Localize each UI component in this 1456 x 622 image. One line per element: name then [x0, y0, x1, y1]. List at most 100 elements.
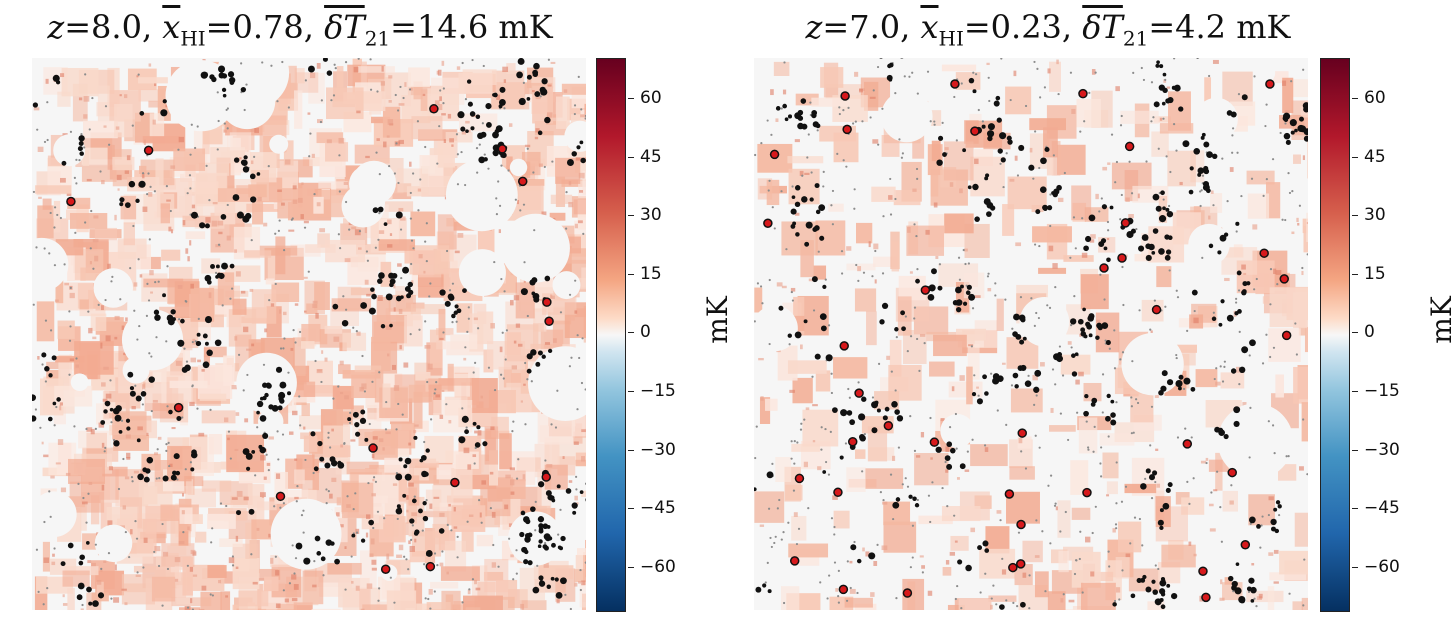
grey-halo: [320, 99, 323, 102]
red-halo: [1099, 263, 1109, 273]
filament: [984, 447, 989, 452]
grey-halo: [1135, 398, 1138, 401]
neutral-patch: [458, 72, 493, 94]
grey-halo: [500, 164, 503, 167]
grey-halo: [471, 578, 475, 581]
neutral-patch: [549, 212, 566, 221]
black-halo: [538, 523, 544, 529]
black-halo: [1083, 245, 1089, 252]
filament: [964, 469, 970, 472]
black-halo: [803, 319, 808, 324]
grey-halo: [824, 460, 828, 464]
filament: [100, 305, 104, 311]
tick-label: −45: [628, 498, 676, 518]
grey-halo: [909, 335, 913, 338]
grey-halo: [395, 428, 398, 431]
black-halo: [822, 284, 827, 289]
grey-halo: [229, 457, 232, 460]
grey-halo: [329, 446, 332, 449]
grey-halo: [426, 380, 429, 384]
filament: [275, 570, 280, 576]
filament: [1229, 167, 1234, 172]
grey-halo: [837, 569, 840, 572]
grey-halo: [495, 197, 498, 200]
neutral-patch: [420, 89, 428, 111]
grey-halo: [433, 590, 436, 593]
filament: [892, 455, 896, 461]
black-halo: [204, 223, 210, 229]
grey-halo: [226, 107, 229, 110]
black-halo: [202, 333, 208, 339]
black-halo: [1162, 502, 1170, 510]
grey-halo: [69, 130, 73, 133]
grey-halo: [782, 601, 786, 605]
red-halo: [429, 104, 439, 114]
grey-halo: [1172, 123, 1176, 126]
black-halo: [248, 508, 255, 515]
black-halo: [78, 560, 84, 566]
neutral-patch: [955, 72, 981, 90]
grey-halo: [332, 397, 335, 400]
filament: [439, 414, 444, 419]
grey-halo: [754, 320, 756, 323]
neutral-patch: [1134, 254, 1151, 262]
filament: [369, 553, 374, 558]
grey-halo: [889, 177, 892, 181]
neutral-patch: [1204, 77, 1212, 109]
black-halo: [196, 332, 201, 337]
grey-halo: [1265, 103, 1268, 106]
neutral-patch: [324, 325, 343, 334]
black-halo: [539, 579, 544, 584]
filament: [88, 327, 93, 334]
neutral-patch: [123, 222, 135, 246]
grey-halo: [1199, 190, 1202, 193]
black-halo: [520, 510, 526, 516]
grey-halo: [871, 275, 874, 278]
neutral-patch: [941, 505, 981, 522]
grey-halo: [894, 389, 897, 392]
ionized-bubble: [93, 268, 134, 308]
grey-halo: [278, 219, 281, 222]
black-halo: [79, 151, 84, 156]
grey-halo: [355, 531, 359, 534]
filament: [383, 141, 387, 148]
neutral-patch: [1222, 71, 1253, 106]
filament: [781, 285, 787, 289]
black-halo: [104, 400, 111, 407]
neutral-patch: [141, 273, 168, 302]
black-halo: [352, 411, 359, 418]
neutral-patch: [544, 464, 568, 490]
grey-halo: [1221, 380, 1225, 383]
neutral-patch: [220, 591, 231, 610]
grey-halo: [63, 263, 66, 266]
ionized-bubble: [1217, 403, 1294, 479]
neutral-patch: [186, 479, 194, 495]
grey-halo: [1033, 403, 1036, 407]
filament: [846, 246, 852, 251]
black-halo: [425, 448, 430, 453]
grey-halo: [1169, 170, 1172, 174]
grey-halo: [1115, 502, 1118, 505]
map-canvas: [32, 58, 586, 610]
filament: [940, 418, 945, 421]
grey-halo: [377, 238, 380, 241]
neutral-patch: [325, 239, 366, 263]
black-halo: [971, 392, 977, 397]
grey-halo: [800, 422, 803, 425]
filament: [428, 588, 433, 595]
filament: [515, 323, 521, 328]
black-halo: [485, 103, 492, 110]
filament: [849, 588, 856, 594]
grey-halo: [225, 108, 228, 112]
neutral-patch: [229, 132, 252, 151]
black-halo: [125, 418, 131, 423]
black-halo: [492, 149, 499, 157]
grey-halo: [1249, 406, 1252, 409]
filament: [1212, 59, 1219, 64]
black-halo: [218, 65, 226, 73]
grey-halo: [146, 192, 149, 196]
filament: [518, 343, 523, 347]
grey-halo: [1284, 218, 1287, 222]
grey-halo: [1009, 98, 1012, 102]
grey-halo: [966, 450, 969, 453]
